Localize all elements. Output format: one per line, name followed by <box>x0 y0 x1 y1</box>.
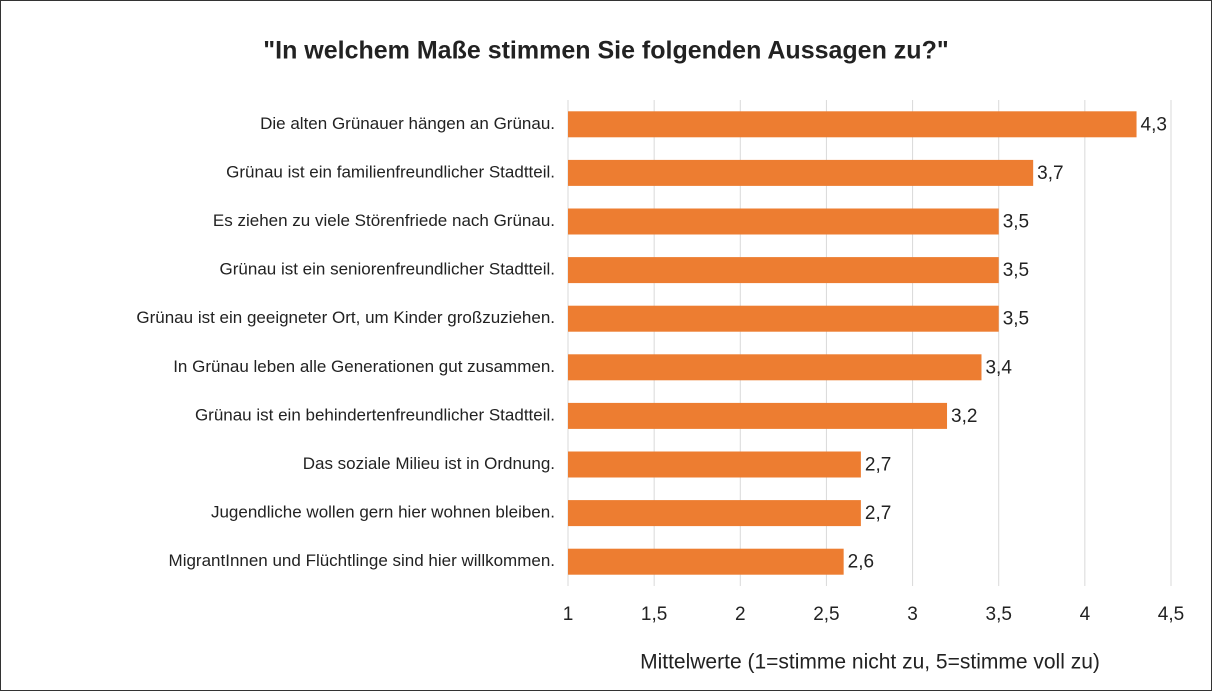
x-tick-label: 4 <box>1080 604 1091 625</box>
y-tick-label: Jugendliche wollen gern hier wohnen blei… <box>211 503 555 522</box>
bar <box>568 208 999 235</box>
y-tick-label: Grünau ist ein seniorenfreundlicher Stad… <box>220 260 555 279</box>
bar <box>568 159 1034 186</box>
y-tick-label: Grünau ist ein geeigneter Ort, um Kinder… <box>136 308 555 327</box>
value-label: 3,5 <box>1003 309 1029 330</box>
x-tick-label: 2,5 <box>813 604 839 625</box>
x-axis-label: Mittelwerte (1=stimme nicht zu, 5=stimme… <box>640 651 1100 674</box>
value-label: 2,6 <box>848 552 874 573</box>
bar <box>568 548 844 575</box>
bar <box>568 402 948 429</box>
value-label: 3,7 <box>1037 163 1063 184</box>
x-tick-label: 4,5 <box>1158 604 1184 625</box>
x-tick-label: 1,5 <box>641 604 667 625</box>
y-tick-label: Die alten Grünauer hängen an Grünau. <box>260 114 555 133</box>
value-label: 3,2 <box>951 406 977 427</box>
value-label: 2,7 <box>865 455 891 476</box>
bar <box>568 500 861 527</box>
y-tick-label: Grünau ist ein behindertenfreundlicher S… <box>195 405 555 424</box>
y-tick-label: Das soziale Milieu ist in Ordnung. <box>303 454 555 473</box>
value-label: 3,5 <box>1003 212 1029 233</box>
x-tick-label: 3,5 <box>986 604 1012 625</box>
bar <box>568 305 999 332</box>
value-label: 3,4 <box>985 357 1012 378</box>
x-tick-label: 3 <box>907 604 918 625</box>
y-tick-label: In Grünau leben alle Generationen gut zu… <box>173 357 555 376</box>
bar <box>568 257 999 284</box>
bar <box>568 111 1137 138</box>
value-label: 4,3 <box>1141 114 1167 135</box>
y-tick-label: Grünau ist ein familienfreundlicher Stad… <box>226 162 555 181</box>
y-tick-label: MigrantInnen und Flüchtlinge sind hier w… <box>169 551 555 570</box>
value-label: 2,7 <box>865 503 891 524</box>
x-tick-label: 1 <box>563 604 574 625</box>
value-label: 3,5 <box>1003 260 1029 281</box>
chart-title: "In welchem Maße stimmen Sie folgenden A… <box>263 37 948 65</box>
bar <box>568 354 982 381</box>
y-tick-label: Es ziehen zu viele Störenfriede nach Grü… <box>213 211 555 230</box>
bar <box>568 451 861 478</box>
x-tick-label: 2 <box>735 604 746 625</box>
